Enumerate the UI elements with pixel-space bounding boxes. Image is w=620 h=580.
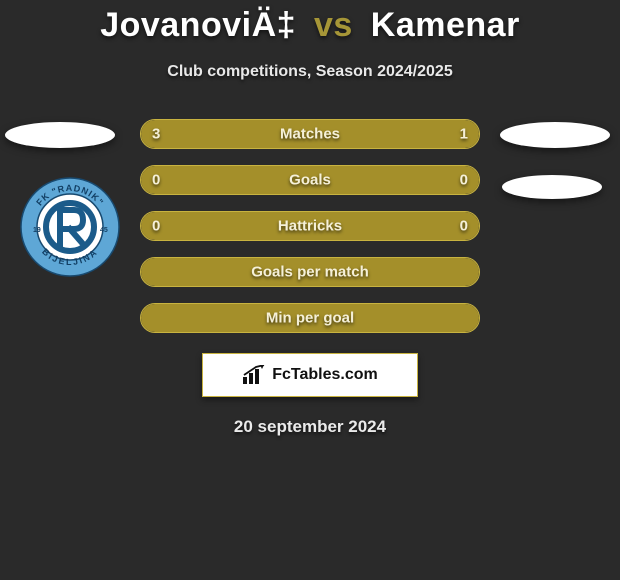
- brand-box[interactable]: FcTables.com: [202, 353, 418, 397]
- vs-separator: vs: [314, 6, 353, 44]
- stat-bar-track: [140, 165, 480, 195]
- stat-bar-fill: [141, 304, 479, 332]
- player1-avatar-placeholder: [5, 122, 115, 148]
- stat-row: Goals per match: [140, 257, 480, 287]
- stat-row: Min per goal: [140, 303, 480, 333]
- stat-value-left: 0: [152, 218, 160, 235]
- stat-bar-fill: [141, 212, 479, 240]
- badge-year-right: 45: [100, 227, 108, 234]
- stat-value-right: 1: [460, 126, 468, 143]
- chart-icon: [242, 365, 266, 385]
- stat-bar-fill: [141, 258, 479, 286]
- brand-text: FcTables.com: [272, 366, 378, 384]
- stat-bar-fill: [141, 166, 479, 194]
- page-title: JovanoviÄ‡ vs Kamenar: [0, 0, 620, 45]
- player1-name: JovanoviÄ‡: [100, 6, 296, 44]
- stat-bar-track: [140, 119, 480, 149]
- player2-avatar-placeholder-2: [502, 175, 602, 199]
- badge-year-left: 19: [33, 227, 41, 234]
- stat-row: Hattricks00: [140, 211, 480, 241]
- player2-name: Kamenar: [371, 6, 520, 44]
- stat-bar-track: [140, 257, 480, 287]
- stat-bar-fill-left: [141, 120, 395, 148]
- stat-row: Matches31: [140, 119, 480, 149]
- stat-value-right: 0: [460, 218, 468, 235]
- stat-bar-track: [140, 211, 480, 241]
- date-text: 20 september 2024: [0, 417, 620, 437]
- stat-value-right: 0: [460, 172, 468, 189]
- stat-value-left: 0: [152, 172, 160, 189]
- stat-value-left: 3: [152, 126, 160, 143]
- subtitle: Club competitions, Season 2024/2025: [0, 63, 620, 81]
- stat-row: Goals00: [140, 165, 480, 195]
- comparison-bars: Matches31Goals00Hattricks00Goals per mat…: [140, 119, 480, 349]
- stat-bar-track: [140, 303, 480, 333]
- club-badge: FK "RADNIK" BIJELJINA 19 45: [20, 177, 120, 277]
- player2-avatar-placeholder-1: [500, 122, 610, 148]
